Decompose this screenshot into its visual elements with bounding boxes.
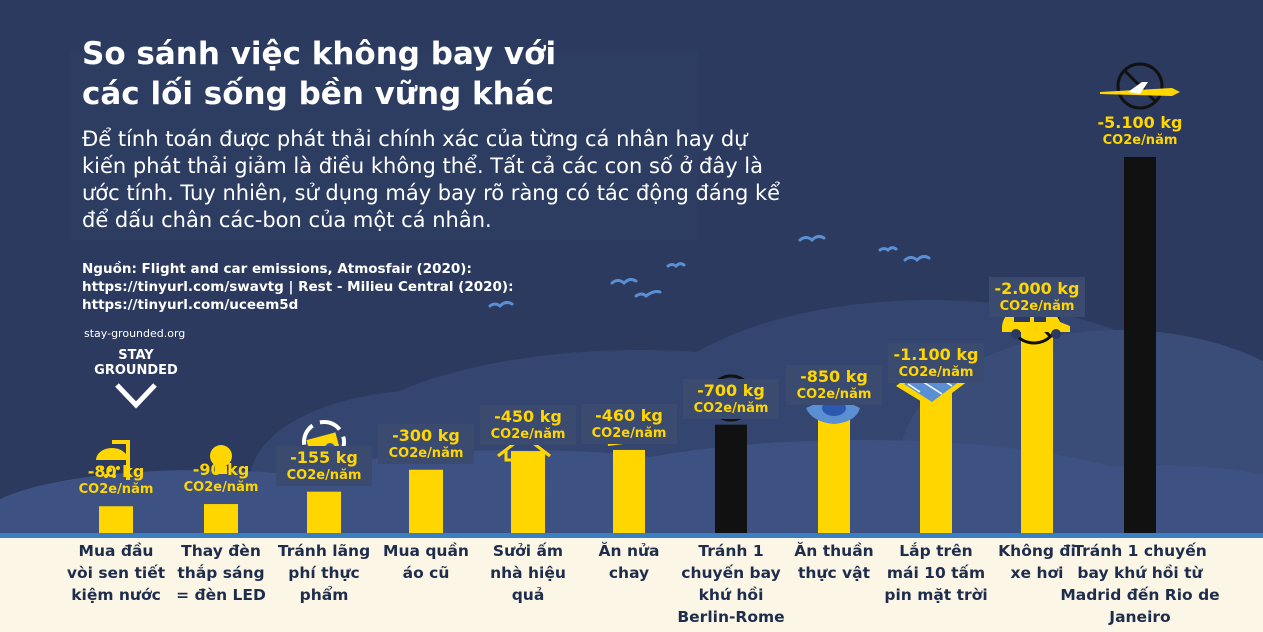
bar-1 (204, 504, 238, 535)
value-label: -5.100 kg CO2e/năm (1092, 111, 1188, 151)
category-label: Mua đầu vòi sen tiết kiệm nước (66, 542, 166, 604)
value-unit: CO2e/năm (1102, 133, 1178, 148)
chevron-down-icon (115, 383, 157, 409)
bar-10 (1124, 157, 1156, 535)
no-plane-icon-2 (1100, 62, 1180, 110)
value-label: -460 kg CO2e/năm (581, 403, 677, 444)
value-label: -155 kg CO2e/năm (276, 445, 372, 486)
ground-panel (0, 538, 1263, 632)
bar-3 (409, 469, 443, 535)
value-kg: -90 kg (192, 460, 250, 480)
value-kg: -450 kg (494, 407, 562, 427)
category-label: Thay đèn thắp sáng = đèn LED (176, 542, 266, 604)
bar-7 (818, 410, 850, 535)
category-label: Không đi xe hơi (998, 542, 1076, 582)
logo-line-1: STAY (118, 348, 154, 363)
value-label: -700 kg CO2e/năm (683, 378, 779, 419)
bar-5 (613, 449, 645, 535)
category-label: Ăn thuần thực vật (794, 542, 874, 582)
page-title: So sánh việc không bay với các lối sống … (82, 34, 702, 114)
value-label: -80 kg CO2e/năm (68, 460, 164, 500)
category-label: Tránh 1 chuyến bay khứ hồi từ Madrid đến… (1060, 542, 1220, 626)
birds (488, 234, 931, 309)
value-unit: CO2e/năm (286, 467, 362, 483)
title-line-1: So sánh việc không bay với (82, 36, 557, 72)
stay-grounded-logo: STAY GROUNDED (80, 348, 192, 409)
value-label: -300 kg CO2e/năm (378, 423, 474, 464)
subtitle: Để tính toán được phát thải chính xác củ… (82, 127, 781, 232)
value-unit: CO2e/năm (78, 482, 154, 498)
bar-0 (99, 506, 133, 535)
value-kg: -2.000 kg (994, 279, 1080, 299)
value-kg: -1.100 kg (893, 344, 979, 364)
value-unit: CO2e/năm (999, 299, 1075, 315)
bar-9 (1021, 323, 1053, 535)
value-label: -850 kg CO2e/năm (786, 364, 882, 405)
source-note: Nguồn: Flight and car emissions, Atmosfa… (82, 261, 514, 313)
value-kg: -460 kg (595, 405, 663, 425)
bar-2 (307, 491, 341, 535)
ground-line (0, 533, 1263, 538)
value-unit: CO2e/năm (693, 400, 769, 416)
lightbulb-icon (210, 445, 232, 474)
category-label: Mua quần áo cũ (383, 542, 469, 582)
value-unit: CO2e/năm (898, 364, 974, 380)
value-unit: CO2e/năm (183, 480, 259, 496)
site-url: stay-grounded.org (84, 327, 186, 340)
value-label: -2.000 kg CO2e/năm (989, 277, 1085, 318)
bars-group (99, 157, 1156, 535)
category-label: Tránh lãng phí thực phẩm (277, 542, 371, 604)
bar-8 (920, 388, 952, 535)
value-unit: CO2e/năm (591, 425, 667, 441)
value-kg: -80 kg (87, 462, 145, 482)
title-line-2: các lối sống bền vững khác (82, 76, 554, 112)
value-label: -450 kg CO2e/năm (480, 405, 576, 446)
value-kg: -700 kg (697, 380, 765, 400)
category-label: Lắp trên mái 10 tấm pin mặt trời (884, 542, 988, 604)
bar-4 (511, 451, 545, 535)
value-kg: -850 kg (800, 366, 868, 386)
shower-icon (96, 440, 130, 480)
category-label: Ăn nửa chay (598, 542, 660, 582)
value-unit: CO2e/năm (490, 427, 566, 443)
category-label: Tránh 1 chuyến bay khứ hồi Berlin-Rome (677, 542, 785, 626)
value-kg: -155 kg (290, 447, 358, 467)
category-label: Sưởi ấm nhà hiệu quả (490, 542, 566, 604)
value-unit: CO2e/năm (388, 445, 464, 461)
value-kg: -5.100 kg (1097, 113, 1183, 132)
value-kg: -300 kg (392, 425, 460, 445)
value-label: -1.100 kg CO2e/năm (888, 342, 984, 383)
logo-line-2: GROUNDED (94, 363, 178, 378)
value-unit: CO2e/năm (796, 386, 872, 402)
value-label: -90 kg CO2e/năm (173, 458, 269, 498)
bar-6 (715, 424, 747, 535)
text-backdrop (70, 52, 698, 240)
